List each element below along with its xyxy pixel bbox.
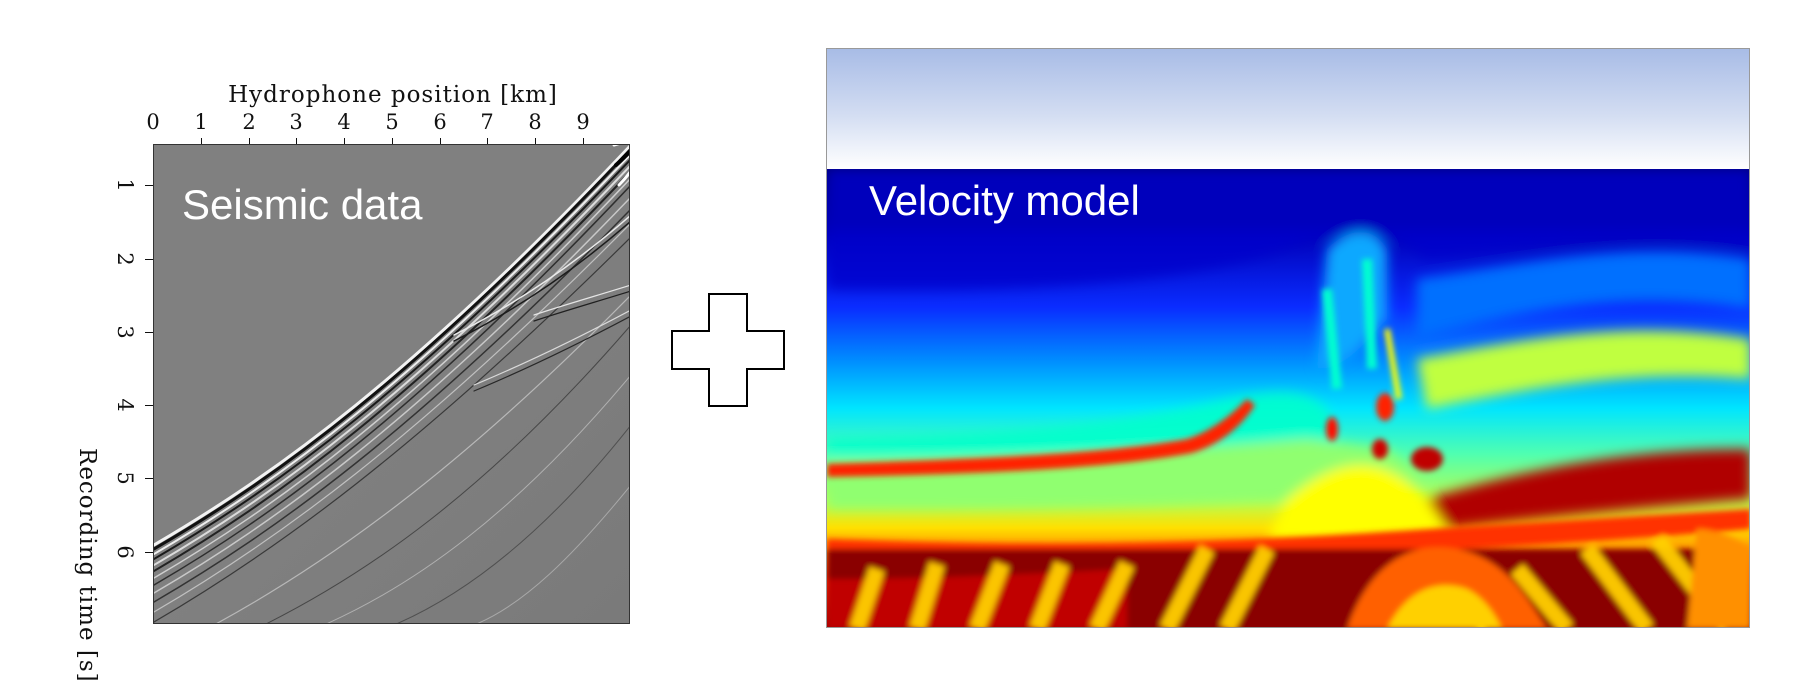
x-tick-mark <box>296 138 297 146</box>
water-layer <box>827 49 1749 169</box>
x-tick-mark <box>249 138 250 146</box>
velocity-model-image: Velocity model <box>826 48 1750 628</box>
x-tick-mark <box>535 138 536 146</box>
x-tick-label: 0 <box>146 110 160 134</box>
y-tick-label: 3 <box>113 325 137 339</box>
x-tick-label: 9 <box>576 110 590 134</box>
y-tick-mark <box>145 259 153 260</box>
seismic-data-image: Seismic data <box>153 144 630 624</box>
x-tick-mark <box>583 138 584 146</box>
y-tick-mark <box>145 332 153 333</box>
y-tick-label: 2 <box>113 252 137 266</box>
x-tick-mark <box>487 138 488 146</box>
x-tick-label: 6 <box>433 110 447 134</box>
plus-outline-icon <box>671 293 785 407</box>
velocity-model-caption: Velocity model <box>869 177 1140 224</box>
x-tick-label: 8 <box>528 110 542 134</box>
x-tick-label: 5 <box>385 110 399 134</box>
seismic-data-caption: Seismic data <box>182 181 423 228</box>
x-tick-label: 3 <box>289 110 303 134</box>
seismic-figure: Hydrophone position [km] 0 1 2 3 4 5 6 7… <box>0 0 640 683</box>
y-axis-title: Recording time [s] <box>74 448 100 683</box>
x-tick-mark <box>440 138 441 146</box>
y-tick-label: 5 <box>113 471 137 485</box>
y-tick-mark <box>145 405 153 406</box>
x-tick-mark <box>344 138 345 146</box>
x-tick-label: 2 <box>242 110 256 134</box>
velocity-field <box>827 169 1749 627</box>
x-axis-title: Hydrophone position [km] <box>228 82 558 108</box>
y-tick-mark <box>145 552 153 553</box>
y-tick-mark <box>145 478 153 479</box>
seismic-wavefield <box>154 145 629 623</box>
y-tick-label: 1 <box>113 178 137 192</box>
x-tick-label: 7 <box>480 110 494 134</box>
y-tick-mark <box>145 185 153 186</box>
y-tick-label: 4 <box>113 398 137 412</box>
x-tick-mark <box>201 138 202 146</box>
x-tick-mark <box>392 138 393 146</box>
x-tick-label: 1 <box>194 110 208 134</box>
x-tick-label: 4 <box>337 110 351 134</box>
y-tick-label: 6 <box>113 545 137 559</box>
